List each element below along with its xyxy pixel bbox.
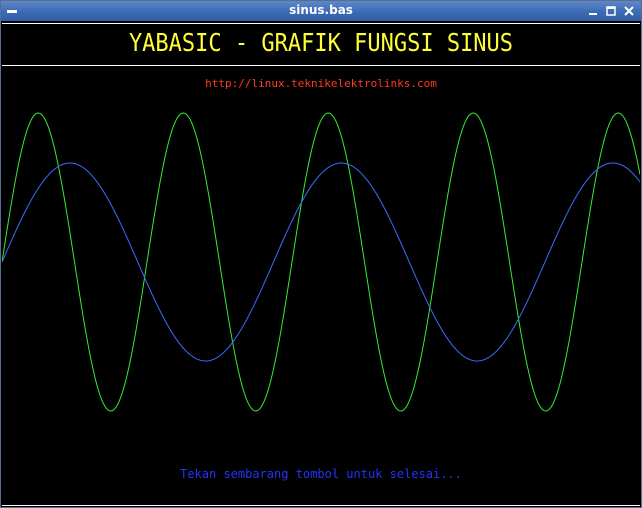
sine-plot xyxy=(2,112,640,412)
green-sine-curve xyxy=(2,112,640,412)
blue-sine-curve xyxy=(2,162,640,362)
top-border-line xyxy=(2,23,640,24)
heading-divider xyxy=(2,65,640,66)
close-icon[interactable] xyxy=(621,3,637,19)
title-bar[interactable]: sinus.bas xyxy=(1,1,641,21)
website-url: http://linux.teknikelektrolinks.com xyxy=(205,77,437,90)
window-menu-icon[interactable] xyxy=(5,4,19,18)
bottom-border-line xyxy=(2,505,640,506)
graphics-canvas[interactable]: YABASIC - GRAFIK FUNGSI SINUS http://lin… xyxy=(2,21,640,507)
exit-prompt: Tekan sembarang tombol untuk selesai... xyxy=(180,467,462,481)
maximize-icon[interactable] xyxy=(603,3,619,19)
graph-heading: YABASIC - GRAFIK FUNGSI SINUS xyxy=(128,29,514,58)
minimize-icon[interactable] xyxy=(585,3,601,19)
window-title: sinus.bas xyxy=(289,3,353,17)
